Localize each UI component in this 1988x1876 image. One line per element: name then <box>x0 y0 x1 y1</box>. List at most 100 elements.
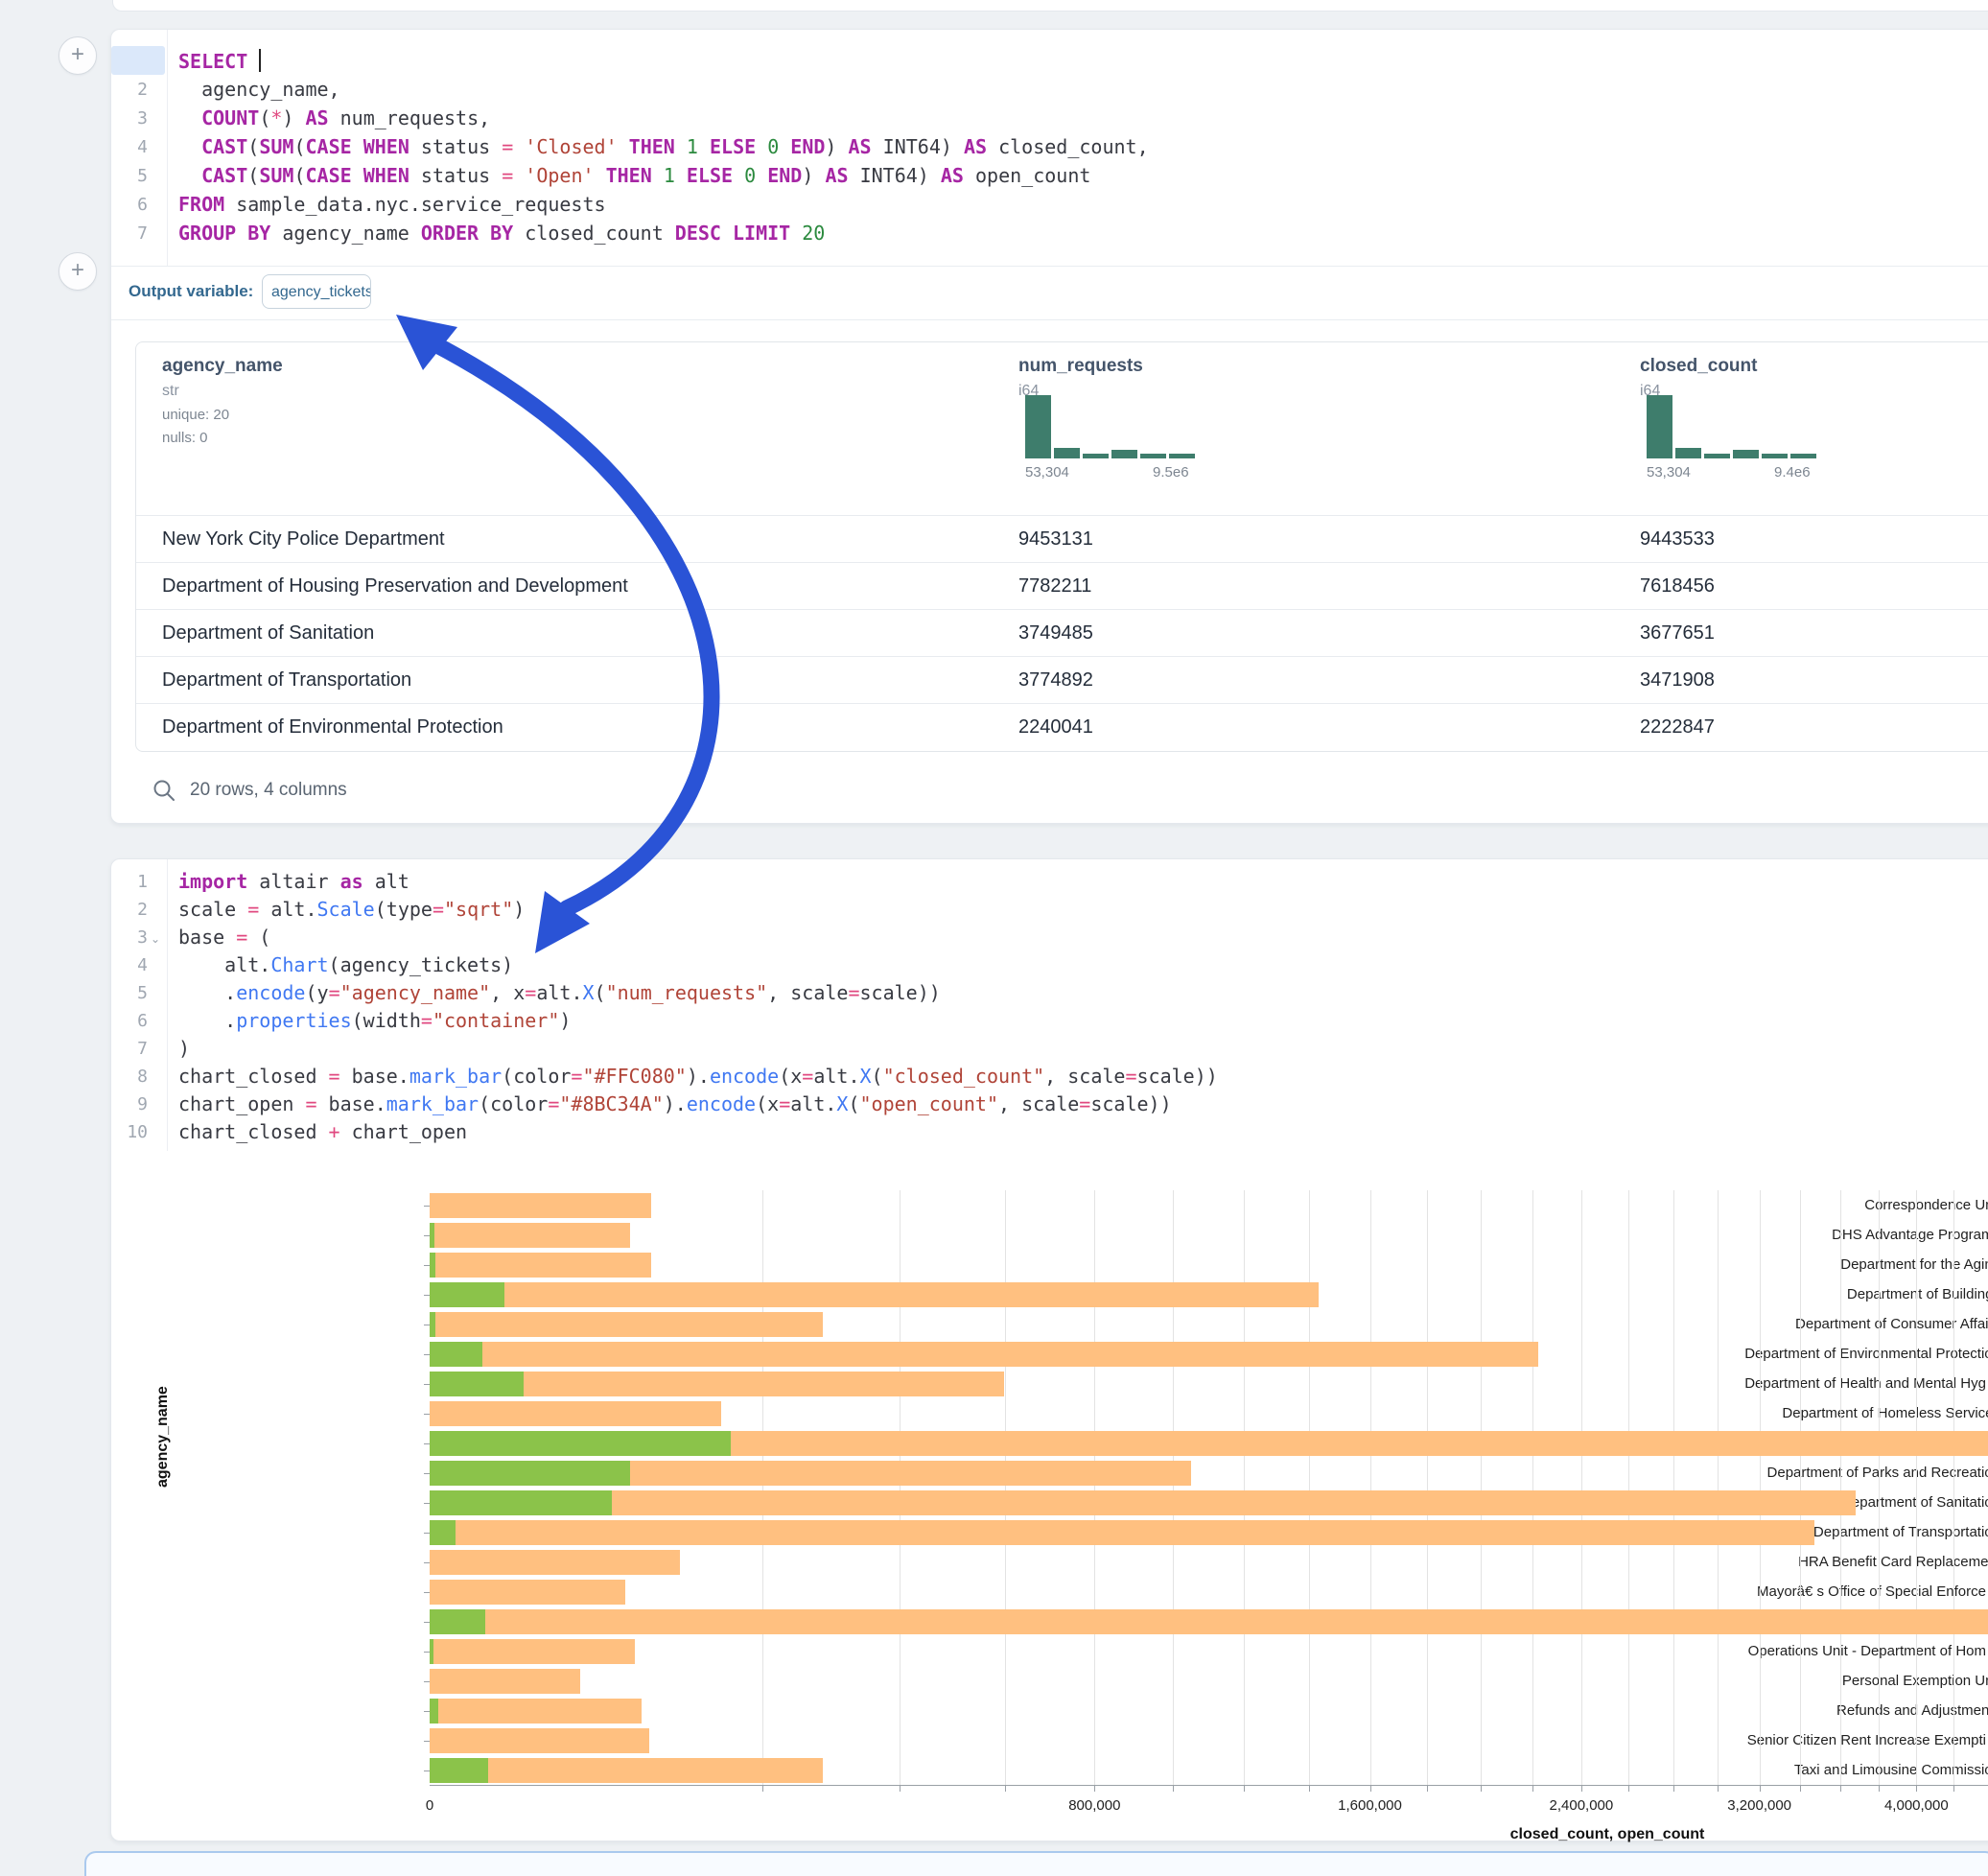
bar-open-count[interactable] <box>430 1431 731 1456</box>
code-line[interactable]: 5 CAST(SUM(CASE WHEN status = 'Open' THE… <box>111 161 1988 190</box>
histogram-bar <box>1675 448 1701 458</box>
previous-cell-edge <box>112 0 1988 12</box>
x-axis-tick-label: 2,400,000 <box>1550 1797 1614 1814</box>
code-line[interactable]: 6 .properties(width="container") <box>111 1006 1988 1035</box>
column-histogram[interactable] <box>1647 395 1816 458</box>
line-number: 5 <box>111 166 148 186</box>
table-cell: 9453131 <box>1018 528 1093 551</box>
search-icon[interactable] <box>152 778 176 803</box>
bar-open-count[interactable] <box>430 1639 433 1664</box>
code-text: FROM sample_data.nyc.service_requests <box>163 193 606 216</box>
line-number: 3 <box>111 108 148 129</box>
bar-open-count[interactable] <box>430 1461 630 1486</box>
bar-closed-count[interactable] <box>430 1669 580 1694</box>
code-line[interactable]: 8chart_closed = base.mark_bar(color="#FF… <box>111 1062 1988 1090</box>
bar-open-count[interactable] <box>430 1520 456 1545</box>
bar-closed-count[interactable] <box>430 1223 630 1248</box>
x-axis-tick <box>1718 1786 1719 1792</box>
code-line[interactable]: 3 COUNT(*) AS num_requests, <box>111 104 1988 132</box>
histogram-max-label: 9.5e6 <box>1153 464 1189 481</box>
bar-open-count[interactable] <box>430 1699 438 1724</box>
next-cell-edge[interactable] <box>84 1851 1988 1876</box>
code-line[interactable]: 5 .encode(y="agency_name", x=alt.X("num_… <box>111 978 1988 1007</box>
bar-closed-count[interactable] <box>430 1490 1856 1515</box>
code-line[interactable]: 7GROUP BY agency_name ORDER BY closed_co… <box>111 219 1988 247</box>
code-line[interactable]: 7) <box>111 1034 1988 1063</box>
line-number: 6 <box>111 1011 148 1031</box>
bar-open-count[interactable] <box>430 1372 524 1396</box>
code-line[interactable]: 9chart_open = base.mark_bar(color="#8BC3… <box>111 1090 1988 1118</box>
table-cell: Department of Housing Preservation and D… <box>162 575 628 598</box>
fold-chevron-icon[interactable]: ⌄ <box>148 928 163 946</box>
bar-open-count[interactable] <box>430 1758 488 1783</box>
code-text: CAST(SUM(CASE WHEN status = 'Open' THEN … <box>163 164 1090 187</box>
code-text: agency_name, <box>163 78 340 101</box>
code-text: .encode(y="agency_name", x=alt.X("num_re… <box>163 981 941 1004</box>
code-line[interactable]: 10chart_closed + chart_open <box>111 1117 1988 1146</box>
bar-closed-count[interactable] <box>430 1728 649 1753</box>
code-line[interactable]: 3⌄base = ( <box>111 923 1988 951</box>
column-header-closed_count[interactable]: closed_counti64 <box>1640 356 1757 400</box>
code-line[interactable]: 4 alt.Chart(agency_tickets) <box>111 950 1988 979</box>
bar-open-count[interactable] <box>430 1223 434 1248</box>
bar-closed-count[interactable] <box>430 1699 642 1724</box>
table-row[interactable]: Department of Transportation377489234719… <box>136 656 1988 704</box>
bar-open-count[interactable] <box>430 1312 435 1337</box>
table-cell: 7618456 <box>1640 575 1715 598</box>
table-row[interactable]: Department of Sanitation37494853677651 <box>136 609 1988 657</box>
bar-closed-count[interactable] <box>430 1342 1538 1367</box>
bar-open-count[interactable] <box>430 1253 435 1278</box>
gridline <box>1005 1190 1006 1785</box>
x-axis-tick <box>1953 1786 1954 1792</box>
bar-open-count[interactable] <box>430 1490 612 1515</box>
bar-open-count[interactable] <box>430 1282 504 1307</box>
bar-closed-count[interactable] <box>430 1520 1814 1545</box>
table-cell: New York City Police Department <box>162 528 445 551</box>
line-number: 10 <box>111 1122 148 1142</box>
column-header-num_requests[interactable]: num_requestsi64 <box>1018 356 1143 400</box>
gridline <box>1309 1190 1310 1785</box>
code-line[interactable]: 1⌄SELECT <box>111 46 1988 75</box>
output-variable-pill[interactable]: agency_tickets <box>262 274 371 309</box>
code-line[interactable]: 6FROM sample_data.nyc.service_requests <box>111 190 1988 219</box>
chart-y-axis-title: agency_name <box>154 1386 172 1488</box>
python-code-editor[interactable]: 1import altair as alt2scale = alt.Scale(… <box>111 867 1988 1151</box>
sql-code-editor[interactable]: 1⌄SELECT 2 agency_name,3 COUNT(*) AS num… <box>111 46 1988 261</box>
histogram-bar <box>1733 450 1759 458</box>
bar-closed-count[interactable] <box>430 1609 1988 1634</box>
table-cell: 3471908 <box>1640 669 1715 692</box>
x-axis-tick <box>1370 1786 1371 1792</box>
table-row[interactable]: Department of Environmental Protection22… <box>136 703 1988 751</box>
gridline <box>762 1190 763 1785</box>
gridline <box>1173 1190 1174 1785</box>
code-line[interactable]: 2scale = alt.Scale(type="sqrt") <box>111 895 1988 924</box>
histogram-bar <box>1169 454 1195 458</box>
code-line[interactable]: 4 CAST(SUM(CASE WHEN status = 'Closed' T… <box>111 132 1988 161</box>
histogram-bar <box>1025 395 1051 458</box>
bar-closed-count[interactable] <box>430 1758 823 1783</box>
column-histogram[interactable] <box>1025 395 1195 458</box>
x-axis-tick-label: 0 <box>426 1797 433 1814</box>
altair-bar-chart: agency_name Correspondence UnitDHS Advan… <box>111 1176 1988 1838</box>
bar-closed-count[interactable] <box>430 1312 823 1337</box>
table-row[interactable]: Department of Housing Preservation and D… <box>136 562 1988 610</box>
text-cursor <box>259 49 261 72</box>
bar-closed-count[interactable] <box>430 1639 635 1664</box>
column-header-agency_name[interactable]: agency_namestrunique: 20nulls: 0 <box>162 356 283 446</box>
chart-plot-area[interactable] <box>430 1190 1988 1786</box>
table-row[interactable]: New York City Police Department945313194… <box>136 515 1988 563</box>
add-cell-button-top[interactable]: + <box>58 36 97 75</box>
bar-closed-count[interactable] <box>430 1580 625 1605</box>
code-line[interactable]: 2 agency_name, <box>111 75 1988 104</box>
bar-closed-count[interactable] <box>430 1282 1319 1307</box>
bar-closed-count[interactable] <box>430 1550 680 1575</box>
bar-open-count[interactable] <box>430 1342 482 1367</box>
bar-open-count[interactable] <box>430 1609 485 1634</box>
add-cell-button-middle[interactable]: + <box>58 252 97 291</box>
bar-closed-count[interactable] <box>430 1401 721 1426</box>
code-line[interactable]: 1import altair as alt <box>111 867 1988 896</box>
gridline <box>1840 1190 1841 1785</box>
bar-closed-count[interactable] <box>430 1253 651 1278</box>
bar-closed-count[interactable] <box>430 1193 651 1218</box>
x-axis-tick <box>1628 1786 1629 1792</box>
